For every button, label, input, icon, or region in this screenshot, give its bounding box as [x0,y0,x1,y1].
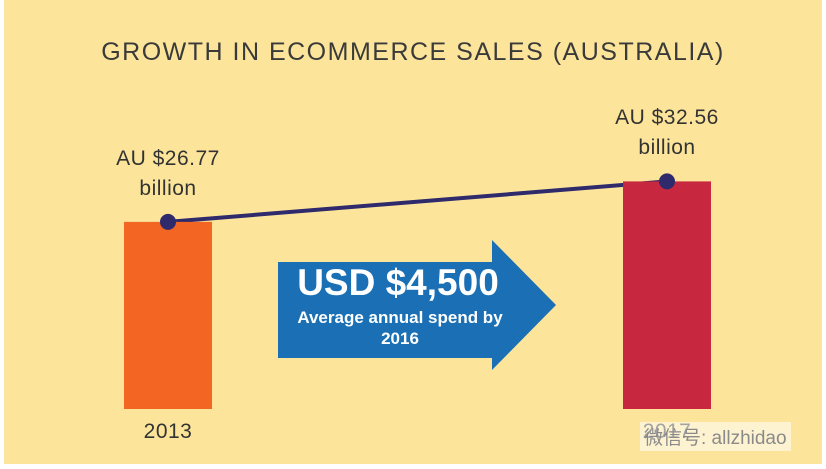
trend-line [167,179,668,224]
callout-arrow [278,240,556,370]
chart-title: GROWTH IN ECOMMERCE SALES (AUSTRALIA) [101,38,725,66]
callout-headline: USD $4,500 [297,262,499,303]
bar [124,221,212,409]
trend-point [160,213,176,230]
value-label: AU $26.77 billion [116,146,220,200]
x-tick-label: 2013 [143,420,193,443]
trend-point [659,173,675,190]
callout-text: Average annual spend by 2016 [297,308,503,348]
bar [623,181,711,409]
value-label: AU $32.56 billion [615,106,719,160]
watermark: 微信号: allzhidao [640,422,791,451]
